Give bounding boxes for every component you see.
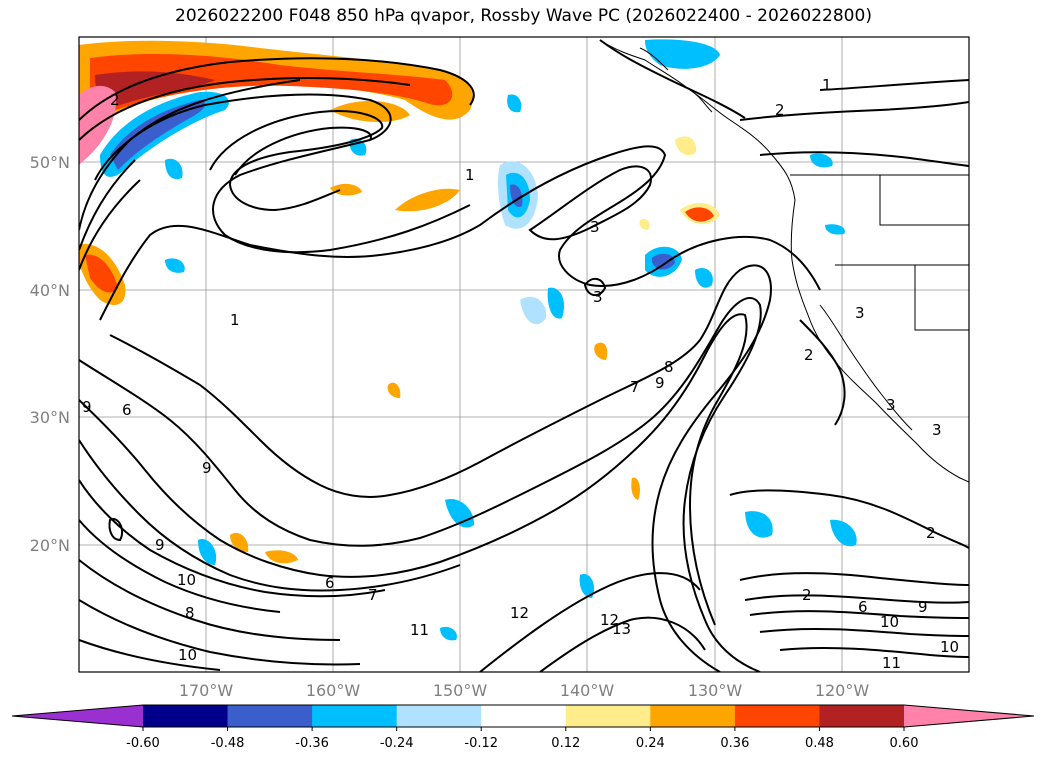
- qvapor-contours: [79, 39, 969, 672]
- contour-label: 3: [590, 218, 600, 236]
- colorbar-extend-low: [12, 705, 143, 727]
- lat-label-40n: 40°N: [30, 281, 70, 300]
- contour-label: 7: [630, 378, 640, 396]
- contour-label: 3: [932, 421, 942, 439]
- lon-label-120w: 120°W: [815, 681, 870, 700]
- colorbar-tick-label: 0.48: [805, 736, 834, 751]
- contour-label: 6: [858, 598, 868, 616]
- colorbar-swatch: [734, 705, 820, 727]
- colorbar-tick-label: -0.24: [380, 736, 414, 751]
- contour-labels: 2 1 1 3 3 2 1 7 9 8 6 9 9 9 10 8 10 6 7 …: [82, 76, 959, 672]
- colorbar-tick-label: -0.48: [211, 736, 245, 751]
- colorbar-tick-label: 0.36: [720, 736, 749, 751]
- lon-label-170w: 170°W: [179, 681, 234, 700]
- lon-label-130w: 130°W: [688, 681, 743, 700]
- contour-label: 11: [882, 654, 901, 672]
- colorbar-swatch: [819, 705, 905, 727]
- contour-label: 9: [155, 536, 165, 554]
- contour-label: 10: [880, 613, 899, 631]
- contour-label: 10: [177, 571, 196, 589]
- contour-label: 11: [410, 621, 429, 639]
- contour-label: 3: [886, 396, 896, 414]
- contour-label: 7: [368, 586, 378, 604]
- contour-label: 6: [325, 574, 335, 592]
- contour-label: 2: [802, 586, 812, 604]
- gridlines: [79, 37, 969, 672]
- colorbar-tick-label: 0.60: [890, 736, 919, 751]
- lon-label-150w: 150°W: [433, 681, 488, 700]
- contour-label: 2: [110, 91, 120, 109]
- contour-label: 3: [593, 288, 603, 306]
- longitude-labels: 170°W 160°W 150°W 140°W 130°W 120°W: [179, 681, 870, 700]
- colorbar-tick-label: 0.24: [636, 736, 665, 751]
- colorbar-tick-label: -0.60: [126, 736, 160, 751]
- negative-anomaly-shading: [100, 39, 857, 641]
- contour-label: 12: [510, 604, 529, 622]
- lat-label-30n: 30°N: [30, 408, 70, 427]
- colorbar: [11, 704, 1035, 728]
- contour-label: 1: [822, 76, 832, 94]
- contour-label: 13: [612, 620, 631, 638]
- colorbar-swatch: [396, 705, 482, 727]
- contour-label: 1: [230, 311, 240, 329]
- contour-label: 10: [178, 646, 197, 664]
- contour-label: 9: [202, 459, 212, 477]
- map-border: [78, 36, 970, 673]
- contour-label: 8: [664, 358, 674, 376]
- contour-label: 6: [122, 401, 132, 419]
- colorbar-swatch: [143, 705, 229, 727]
- colorbar-tick-label: -0.36: [295, 736, 329, 751]
- contour-label: 9: [82, 398, 92, 416]
- colorbar-extend-high: [904, 705, 1034, 727]
- colorbar-swatch: [312, 705, 398, 727]
- contour-label: 2: [804, 346, 814, 364]
- map-frame-background: [79, 37, 969, 672]
- lat-label-50n: 50°N: [30, 153, 70, 172]
- colorbar-swatch: [481, 705, 567, 727]
- contour-label: 9: [655, 374, 665, 392]
- map-title: 2026022200 F048 850 hPa qvapor, Rossby W…: [175, 6, 872, 26]
- lat-label-20n: 20°N: [30, 536, 70, 555]
- colorbar-tick-label: -0.12: [464, 736, 498, 751]
- contour-label: 2: [775, 101, 785, 119]
- contour-label: 12: [600, 611, 619, 629]
- colorbar-tick-label: 0.12: [551, 736, 580, 751]
- contour-label: 9: [918, 598, 928, 616]
- lon-label-140w: 140°W: [560, 681, 615, 700]
- colorbar-tick-labels: -0.60 -0.48 -0.36 -0.24 -0.12 0.12 0.24 0.36 0.4…: [126, 727, 918, 751]
- contour-label: 1: [465, 166, 475, 184]
- latitude-labels: 50°N 40°N 30°N 20°N: [30, 153, 70, 555]
- contour-label: 10: [940, 638, 959, 656]
- contour-label: 8: [185, 604, 195, 622]
- colorbar-swatch: [565, 705, 651, 727]
- contour-label: 2: [926, 524, 936, 542]
- colorbar-swatch: [227, 705, 313, 727]
- lon-label-160w: 160°W: [306, 681, 361, 700]
- colorbar-swatch: [650, 705, 736, 727]
- contour-label: 3: [855, 304, 865, 322]
